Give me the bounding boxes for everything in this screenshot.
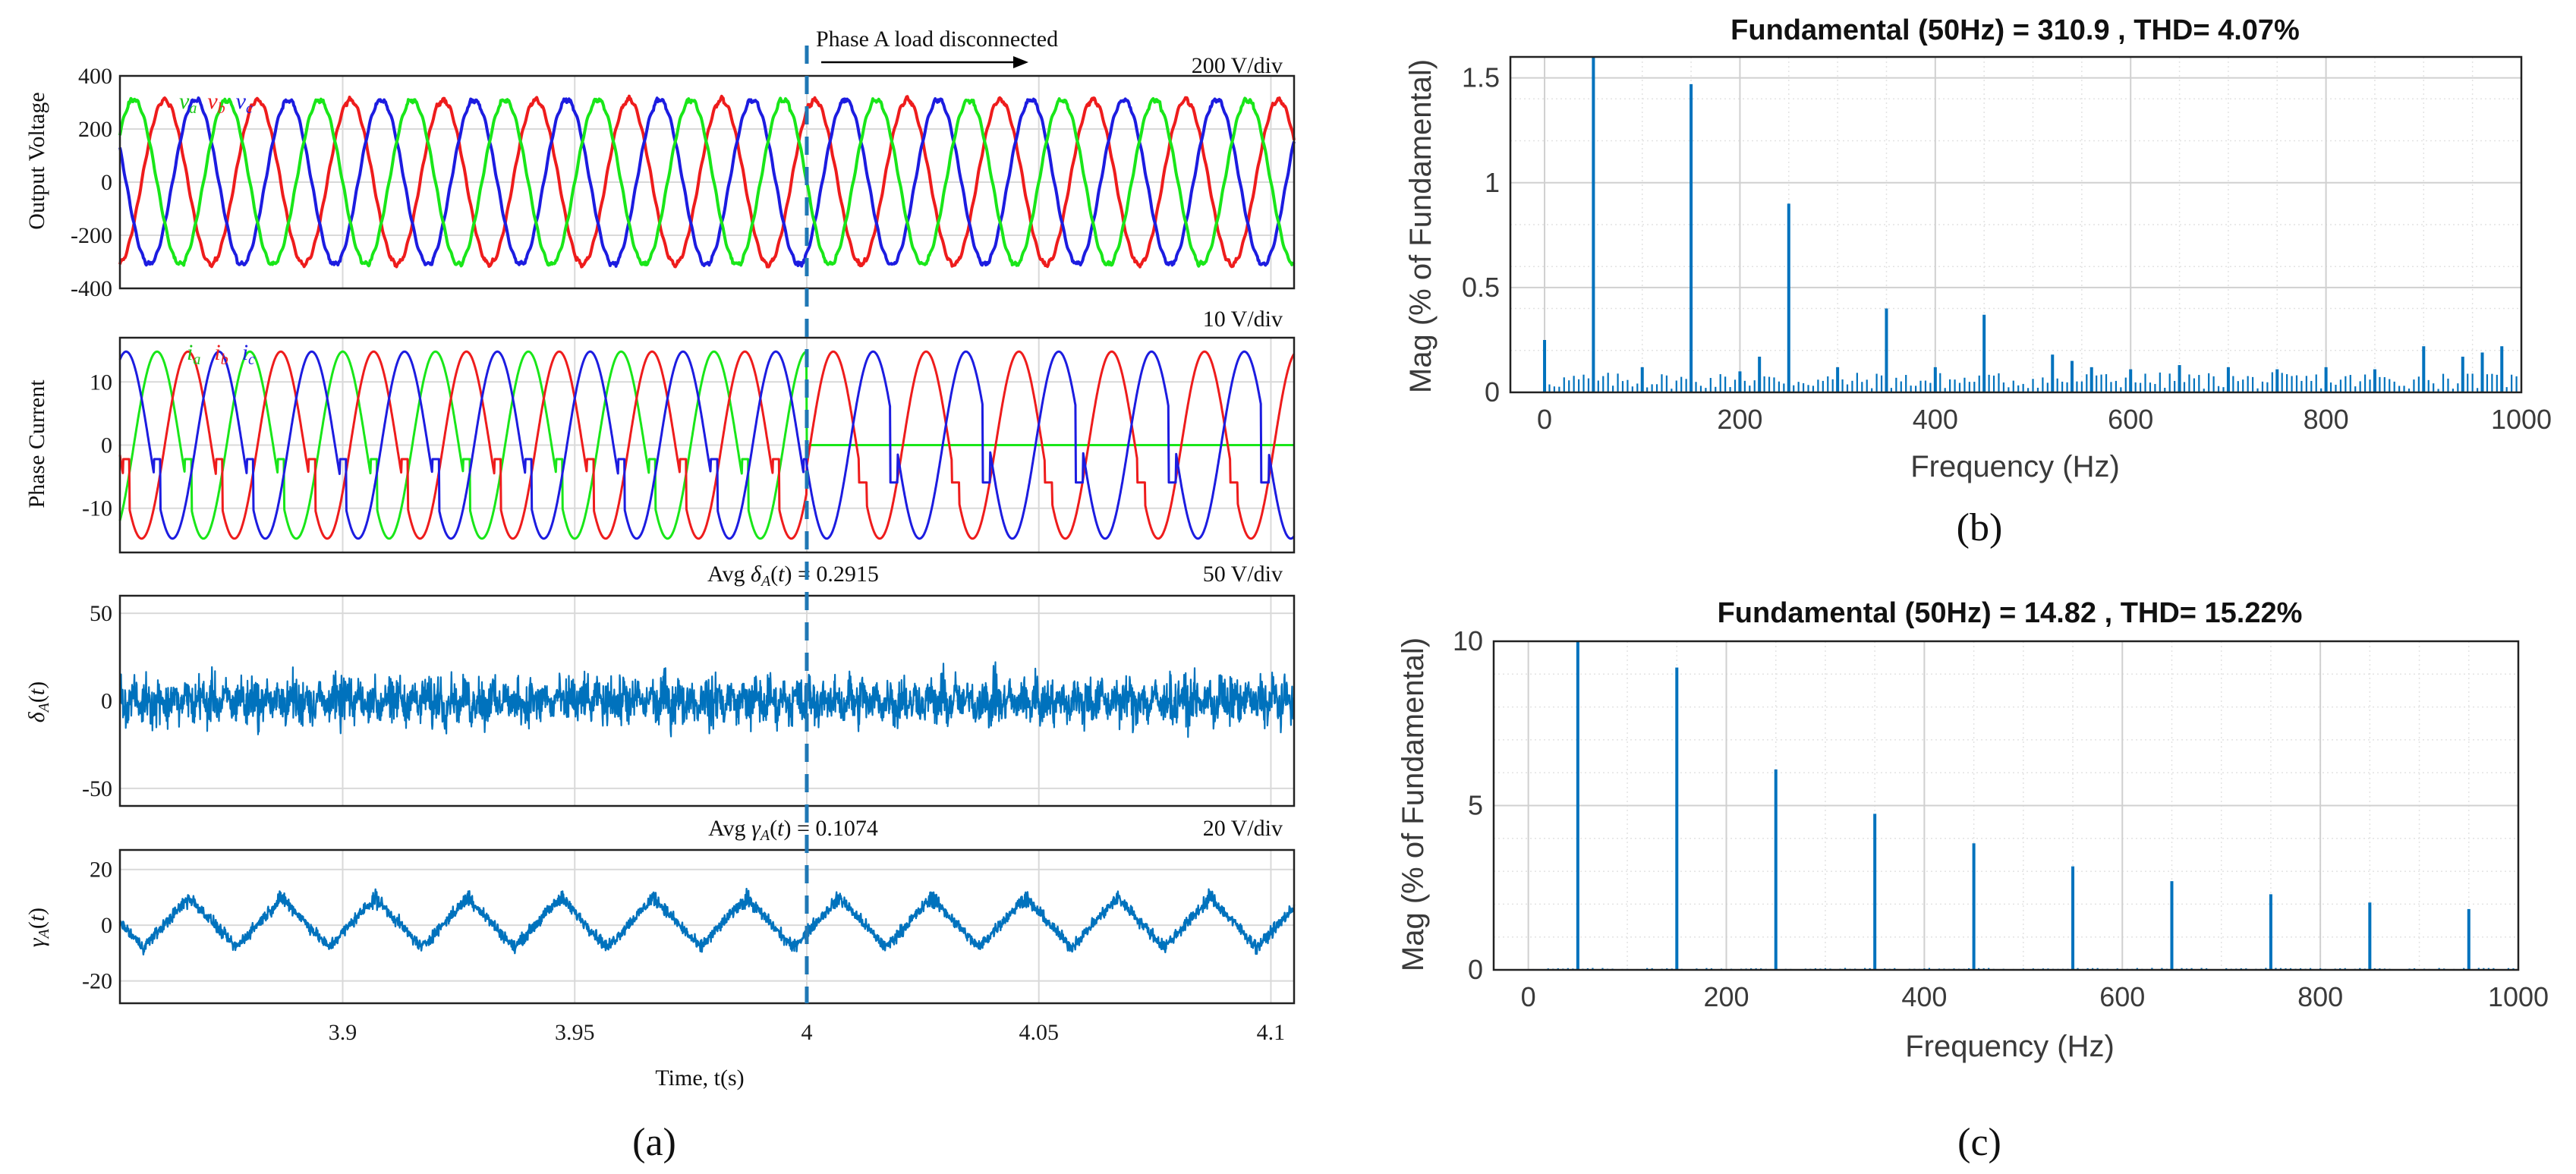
panel-c-plot: 0 200 400 600 800 1000 0 5 10 [1453, 625, 2549, 1012]
delta-ytick-label: 50 [90, 601, 112, 626]
current-frame [118, 336, 1296, 554]
xtick-label: 200 [1703, 981, 1749, 1012]
caption-b: (b) [1957, 506, 2003, 549]
panel-b-xlabel: Frequency (Hz) [1910, 450, 2120, 483]
panel-b-plot: 0 200 400 600 800 1000 0 0.5 1 1.5 [1462, 55, 2552, 435]
plot-frame [1492, 640, 2520, 971]
gamma-trace [118, 887, 1296, 955]
xtick-label: 400 [1901, 981, 1947, 1012]
delta-frame [118, 594, 1296, 807]
voltage-ytick-label: 0 [101, 170, 112, 195]
time-xlabel: Time, t(s) [655, 1065, 744, 1091]
xtick-label: 800 [2297, 981, 2343, 1012]
voltage-ytick-label: 200 [78, 117, 112, 142]
current-ytick-label: 0 [101, 433, 112, 458]
xtick-label: 0 [1537, 404, 1552, 435]
voltage-frame [118, 74, 1296, 290]
xtick-label: 1000 [2491, 404, 2552, 435]
caption-a: (a) [632, 1121, 676, 1164]
event-arrow [821, 56, 1028, 68]
delta-ytick-label: 0 [101, 689, 112, 714]
gamma-subplot: 20 0 -20 3.9 3.95 4 4.05 4.1 [82, 848, 1296, 1045]
event-label: Phase A load disconnected [816, 27, 1058, 52]
panel-b-ylabel: Mag (% of Fundamental) [1404, 59, 1438, 393]
ytick-label: 0 [1468, 954, 1483, 985]
gamma-ytick-label: -20 [82, 969, 112, 994]
panel-b-title: Fundamental (50Hz) = 310.9 , THD= 4.07% [1730, 14, 2300, 46]
ytick-label: 10 [1453, 625, 1483, 656]
delta-ylabel: δA(t) [24, 681, 52, 723]
ytick-label: 1.5 [1462, 62, 1500, 93]
current-subplot: 10 0 -10 [82, 336, 1296, 554]
time-xtick-label: 4 [801, 1020, 812, 1045]
panel-c-ylabel: Mag (% of Fundamental) [1397, 637, 1430, 971]
ytick-label: 5 [1468, 790, 1483, 821]
current-ytick-label: -10 [82, 496, 112, 521]
xtick-label: 400 [1913, 404, 1958, 435]
voltage-trace-a [118, 96, 1296, 268]
gamma-scale-note: 20 V/div [1203, 816, 1283, 841]
time-xtick-label: 3.9 [329, 1020, 357, 1045]
delta-scale-note: 50 V/div [1203, 562, 1283, 587]
panel-c-current-spectrum: Fundamental (50Hz) = 14.82 , THD= 15.22%… [1397, 597, 2549, 1164]
voltage-legend: va vb vc [179, 89, 253, 117]
delta-avg-annotation: Avg δA(t) = 0.2915 [707, 562, 879, 590]
voltage-trace-c [118, 96, 1296, 268]
time-xtick-label: 4.05 [1019, 1020, 1059, 1045]
xtick-label: 800 [2304, 404, 2349, 435]
current-scale-note: 10 V/div [1203, 307, 1283, 332]
voltage-ytick-label: -400 [71, 276, 112, 301]
time-xtick-label: 4.1 [1257, 1020, 1286, 1045]
current-ylabel: Phase Current [24, 379, 49, 508]
current-trace-b [118, 350, 1296, 540]
caption-c: (c) [1957, 1121, 2001, 1164]
gamma-ytick-label: 0 [101, 913, 112, 938]
voltage-scale-note: 200 V/div [1192, 53, 1283, 78]
panel-c-title: Fundamental (50Hz) = 14.82 , THD= 15.22% [1718, 597, 2303, 629]
gamma-frame [118, 848, 1296, 1005]
current-legend: ia ib ic [187, 340, 255, 368]
panel-c-xlabel: Frequency (Hz) [1905, 1030, 2115, 1063]
current-trace-c [118, 350, 1296, 540]
voltage-ytick-label: 400 [78, 64, 112, 89]
ytick-label: 0 [1485, 376, 1500, 408]
ytick-label: 1 [1485, 167, 1500, 198]
gamma-ylabel: γA(t) [24, 908, 52, 947]
gamma-ytick-label: 20 [90, 858, 112, 883]
delta-trace [118, 661, 1296, 738]
xtick-label: 0 [1521, 981, 1536, 1012]
xtick-label: 600 [2108, 404, 2153, 435]
delta-subplot: 50 0 -50 [82, 594, 1296, 807]
xtick-label: 200 [1717, 404, 1762, 435]
current-ytick-label: 10 [90, 370, 112, 395]
plot-frame [1509, 55, 2523, 394]
xtick-label: 600 [2099, 981, 2145, 1012]
xtick-label: 1000 [2488, 981, 2549, 1012]
gamma-avg-annotation: Avg γA(t) = 0.1074 [708, 816, 878, 844]
voltage-ytick-label: -200 [71, 223, 112, 248]
ytick-label: 0.5 [1462, 272, 1500, 303]
panel-b-voltage-spectrum: Fundamental (50Hz) = 310.9 , THD= 4.07% … [1404, 14, 2552, 549]
voltage-trace-b [118, 94, 1296, 269]
delta-ytick-label: -50 [82, 776, 112, 801]
voltage-ylabel: Output Voltage [24, 92, 49, 229]
time-xtick-label: 3.95 [555, 1020, 595, 1045]
